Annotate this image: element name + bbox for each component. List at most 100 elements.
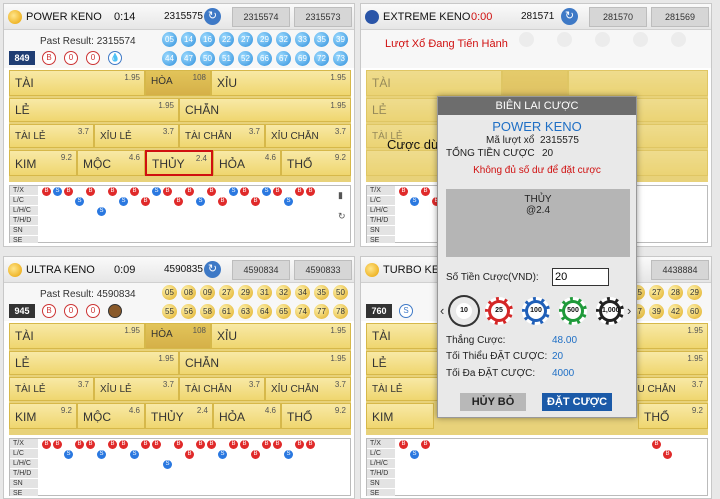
bet-hoa[interactable]: HÒA 108 — [145, 323, 211, 349]
bet-tai[interactable]: TÀI — [366, 70, 502, 96]
result-ball: 27 — [219, 285, 234, 300]
chips-next-arrow-icon[interactable]: › — [627, 303, 632, 318]
bet-moc[interactable]: MỘC 4.6 — [77, 150, 145, 176]
road-dot: B — [306, 187, 315, 196]
bet-xiu-chan[interactable]: XỈU CHẴN 3.7 — [265, 377, 351, 401]
bet-hoa[interactable] — [502, 70, 568, 96]
bet-label: TÀI LẺ — [372, 131, 403, 142]
road-dot: B — [432, 197, 441, 206]
cancel-button[interactable]: HỦY BỎ — [460, 393, 526, 411]
tab-prev-round-2[interactable]: 4590833 — [294, 260, 352, 280]
chip-10[interactable]: 10 — [450, 297, 478, 325]
tab-prev-round-2[interactable]: 281569 — [651, 7, 709, 27]
bet-kim[interactable]: KIM — [366, 403, 434, 429]
road-dot: B — [295, 187, 304, 196]
result-chip: 0 — [64, 304, 78, 318]
bet-xiu[interactable] — [568, 70, 708, 96]
bet-amount-input[interactable] — [552, 268, 609, 286]
bet-tho[interactable]: THỔ 9.2 — [281, 150, 351, 176]
bet-label: LẺ — [372, 356, 387, 370]
road-dot: B — [152, 440, 161, 449]
bet-kim[interactable]: KIM 9.2 — [9, 150, 77, 176]
road-dot: B — [75, 440, 84, 449]
bet-tai[interactable]: TÀI 1.95 — [9, 323, 145, 349]
road-dot: B — [663, 450, 672, 459]
bet-grid: TÀI 1.95 HÒA 108 XỈU 1.95 LẺ 1.95 CHẴN 1.95 T… — [9, 323, 351, 435]
bet-tai-le[interactable]: TÀI LẺ — [366, 124, 451, 148]
chip-100[interactable]: 100 — [522, 297, 550, 325]
bet-odds: 3.7 — [77, 380, 89, 389]
road-dot: B — [130, 187, 139, 196]
result-ball: 29 — [238, 285, 253, 300]
refresh-icon[interactable]: ↻ — [561, 8, 578, 25]
bet-label: LẺ — [372, 103, 387, 117]
bet-tai-le[interactable]: TÀI LẺ 3.7 — [9, 377, 94, 401]
bet-label: TÀI — [15, 329, 34, 343]
bet-tai-chan[interactable]: TÀI CHẴN 3.7 — [179, 124, 265, 148]
bet-le[interactable]: LẺ 1.95 — [9, 98, 179, 122]
road-dot: B — [53, 440, 62, 449]
place-bet-button[interactable]: ĐẶT CƯỢC — [542, 393, 612, 411]
bet-thuy-selected[interactable]: THỦY 2.4 — [145, 150, 213, 176]
bet-odds: 1.95 — [158, 101, 174, 110]
bet-xiu-le[interactable]: XỈU LẺ 3.7 — [94, 124, 179, 148]
tab-prev-round-1[interactable]: 281570 — [589, 7, 647, 27]
result-ball: 51 — [219, 51, 234, 66]
amount-label: Số Tiền Cược(VND): — [446, 272, 539, 283]
bet-tai-le[interactable]: TÀI LẺ — [366, 377, 451, 401]
chip-500[interactable]: 500 — [559, 297, 587, 325]
bet-odds: 108 — [192, 73, 206, 82]
bet-thuy[interactable]: THỦY 2.4 — [145, 403, 213, 429]
bet-chan[interactable]: CHẴN 1.95 — [179, 351, 351, 375]
bet-chan[interactable]: CHẴN 1.95 — [179, 98, 351, 122]
bet-tai[interactable]: TÀI 1.95 — [9, 70, 145, 96]
bet-receipt-dialog: BIÊN LAI CƯỢC POWER KENO Mã lượt xổ 2315… — [437, 96, 637, 418]
selected-bet-box: THỦY @2.4 — [446, 189, 630, 257]
bet-odds: 1.95 — [330, 73, 346, 82]
tab-prev-round-1[interactable]: 4590834 — [232, 260, 290, 280]
road-dot: B — [399, 187, 408, 196]
road-dot: B — [42, 440, 51, 449]
bet-label: CHẴN — [185, 103, 220, 117]
chip-25[interactable]: 25 — [485, 297, 513, 325]
result-ball: 66 — [257, 51, 272, 66]
chip-1000[interactable]: 1,000 — [596, 297, 624, 325]
tab-prev-round-1[interactable]: 2315574 — [232, 7, 290, 27]
bet-hoa[interactable]: HÒA 108 — [145, 70, 211, 96]
bet-xiu-chan[interactable]: XỈU CHẴN 3.7 — [265, 124, 351, 148]
result-ball: 63 — [238, 304, 253, 319]
road-dot: S — [97, 450, 106, 459]
bet-hoa-element[interactable]: HỎA 4.6 — [213, 150, 281, 176]
bet-label: THỔ — [287, 410, 313, 424]
chart-icon[interactable]: ▮ ↻ — [338, 190, 346, 221]
bet-odds: 9.2 — [60, 153, 72, 162]
road-dot: B — [108, 440, 117, 449]
road-dot: B — [185, 450, 194, 459]
win-label: Thắng Cược: — [446, 335, 506, 346]
bet-label: THỔ — [644, 410, 670, 424]
bet-hoa-element[interactable]: HỎA 4.6 — [213, 403, 281, 429]
chips-prev-arrow-icon[interactable]: ‹ — [440, 303, 445, 318]
bet-xiu[interactable]: XỈU 1.95 — [211, 323, 351, 349]
bet-moc[interactable]: MỘC 4.6 — [77, 403, 145, 429]
tab-prev-round[interactable]: 4438884 — [651, 260, 709, 280]
bet-kim[interactable]: KIM 9.2 — [9, 403, 77, 429]
bet-le[interactable]: LẺ 1.95 — [9, 351, 179, 375]
refresh-icon[interactable]: ↻ — [204, 8, 221, 25]
bet-tho[interactable]: THỔ 9.2 — [281, 403, 351, 429]
result-chip: B — [42, 51, 56, 65]
bet-grid: TÀI 1.95 HÒA 108 XỈU 1.95 LẺ 1.95 CHẴN 1.95 T… — [9, 70, 351, 182]
bet-label: MỘC — [83, 157, 111, 171]
bet-label: TÀI LẺ — [15, 131, 46, 142]
result-chip: S — [399, 304, 413, 318]
bet-tai-chan[interactable]: TÀI CHẴN 3.7 — [179, 377, 265, 401]
refresh-icon[interactable]: ↻ — [204, 261, 221, 278]
bet-tho[interactable]: THỔ 9.2 — [638, 403, 708, 429]
road-dot: S — [262, 187, 271, 196]
tab-prev-round-2[interactable]: 2315573 — [294, 7, 352, 27]
bet-tai-le[interactable]: TÀI LẺ 3.7 — [9, 124, 94, 148]
result-ball: 47 — [181, 51, 196, 66]
bet-label: TÀI CHẴN — [185, 384, 232, 395]
bet-xiu-le[interactable]: XỈU LẺ 3.7 — [94, 377, 179, 401]
bet-xiu[interactable]: XỈU 1.95 — [211, 70, 351, 96]
